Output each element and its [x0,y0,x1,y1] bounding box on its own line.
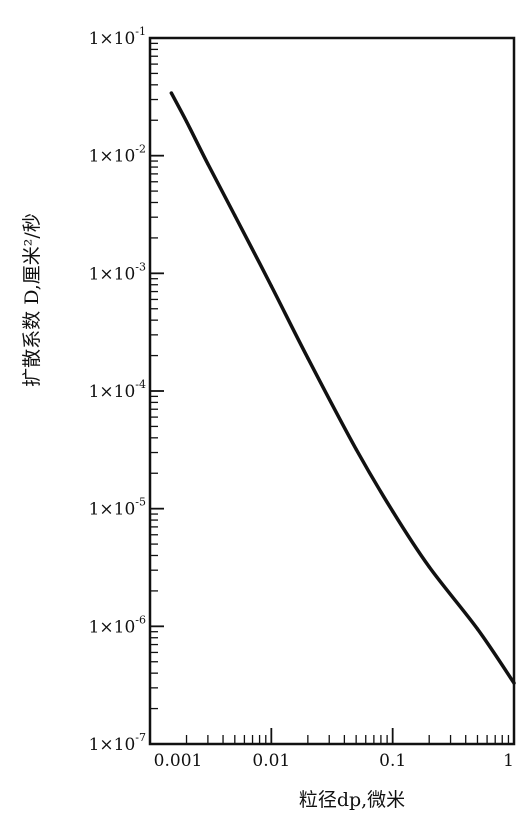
x-tick-label: 0.001 [154,751,203,771]
series-point [206,162,210,166]
series-point [184,119,189,124]
y-tick-label: 1×10-7 [89,731,146,755]
series-point [427,565,431,569]
x-tick-label: 0.01 [252,751,290,771]
y-axis-title: 扩散系数 D,厘米²/秒 [21,213,43,387]
y-tick-label: 1×10-1 [89,25,146,49]
series-line-diffusion-curve [169,91,516,685]
series-point [269,284,273,288]
y-tick-label: 1×10-4 [89,378,146,402]
minor-ticks [150,42,510,744]
x-tick-label: 0.1 [379,751,406,771]
y-tick-labels: 1×10-7 1×10-6 1×10-5 1×10-4 1×10-3 1×10-2 1×10… [89,25,146,755]
series-point [512,681,516,685]
y-tick-label: 1×10-3 [89,260,146,284]
series-point [354,447,358,451]
series-point [391,509,395,513]
series-point [169,91,173,95]
y-tick-label: 1×10-6 [89,613,146,637]
series-point [475,627,480,631]
x-tick-labels: 0.001 0.01 0.1 1 [154,751,514,771]
y-tick-label: 1×10-2 [89,143,146,167]
series-points [169,91,516,685]
x-axis-title: 粒径dp,微米 [299,789,405,811]
major-ticks [149,37,515,745]
plot-frame [148,36,516,746]
x-tick-label: 1 [503,751,514,771]
series-point [306,356,310,360]
series-point [233,213,237,218]
y-tick-label: 1×10-5 [89,496,146,520]
